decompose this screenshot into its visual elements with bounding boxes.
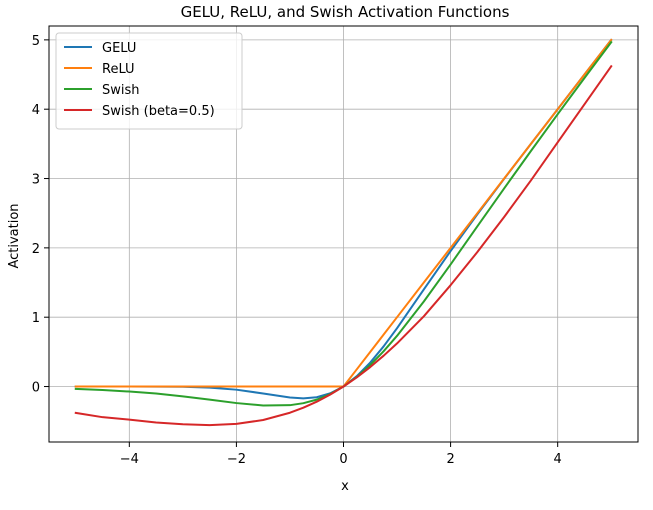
y-tick-label: 0 bbox=[32, 381, 40, 396]
y-tick-label: 5 bbox=[32, 34, 40, 49]
series-line-swish-beta-0-5 bbox=[74, 64, 613, 427]
legend-label: Swish bbox=[102, 83, 140, 98]
y-tick-label: 2 bbox=[32, 242, 40, 257]
legend-label: Swish (beta=0.5) bbox=[102, 104, 215, 119]
legend-label: ReLU bbox=[102, 62, 135, 77]
x-tick-label: 2 bbox=[446, 452, 454, 467]
legend: GELU ReLU Swish Swish (beta=0.5) bbox=[55, 32, 243, 130]
x-axis-label: x bbox=[341, 479, 349, 494]
chart-title: GELU, ReLU, and Swish Activation Functio… bbox=[181, 3, 510, 21]
y-tick-label: 1 bbox=[32, 311, 40, 326]
x-tick-label: 0 bbox=[339, 452, 347, 467]
legend-label: GELU bbox=[102, 41, 136, 56]
y-axis: 0 1 2 3 4 5 bbox=[32, 34, 49, 396]
x-axis: −4 −2 0 2 4 bbox=[120, 442, 562, 467]
y-tick-label: 4 bbox=[32, 103, 40, 118]
x-tick-label: −4 bbox=[120, 452, 139, 467]
series-layer bbox=[74, 38, 613, 427]
legend-box bbox=[55, 32, 243, 130]
x-tick-label: 4 bbox=[554, 452, 562, 467]
x-tick-label: −2 bbox=[227, 452, 246, 467]
y-tick-label: 3 bbox=[32, 173, 40, 188]
y-axis-label: Activation bbox=[7, 203, 22, 268]
